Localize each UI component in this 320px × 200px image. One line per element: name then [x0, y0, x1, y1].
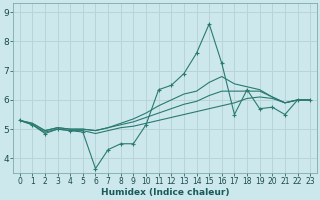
- X-axis label: Humidex (Indice chaleur): Humidex (Indice chaleur): [101, 188, 229, 197]
